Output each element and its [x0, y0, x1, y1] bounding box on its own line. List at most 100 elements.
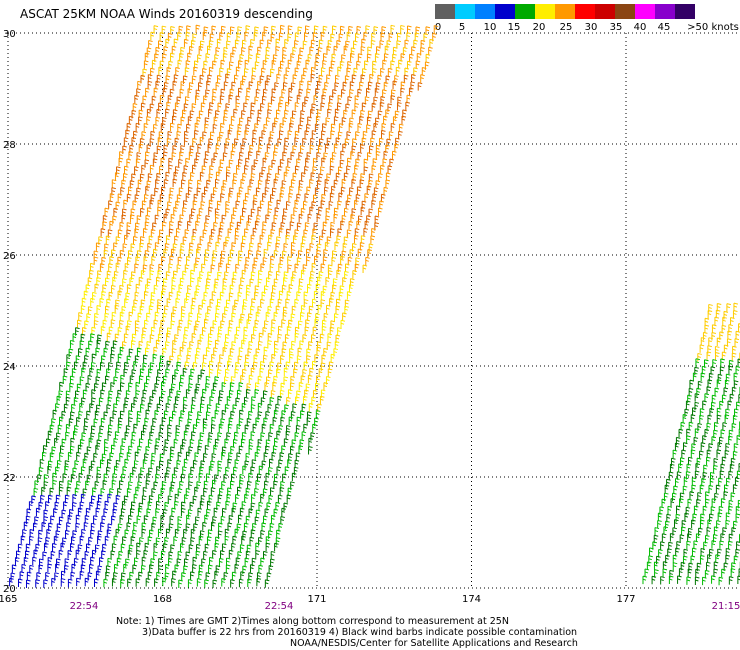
wind-barb: [294, 459, 300, 469]
wind-barb: [228, 94, 234, 103]
wind-barb: [406, 32, 411, 41]
wind-barb: [367, 46, 372, 55]
wind-barb: [114, 304, 120, 314]
wind-barb: [244, 460, 250, 469]
wind-barb: [187, 319, 193, 329]
wind-barb: [181, 179, 186, 188]
wind-barb: [109, 488, 114, 497]
wind-barb: [125, 325, 131, 335]
wind-barb: [150, 31, 155, 41]
wind-barb: [164, 81, 169, 91]
wind-barb: [338, 192, 343, 202]
wind-barb: [677, 575, 682, 584]
wind-barb: [678, 463, 683, 472]
wind-barb: [729, 393, 735, 403]
wind-barb: [264, 508, 270, 517]
wind-barb: [174, 137, 180, 147]
wind-barb: [259, 367, 265, 377]
wind-barb: [169, 515, 175, 524]
wind-barb: [666, 513, 671, 523]
wind-barb: [178, 187, 184, 196]
wind-barb: [303, 423, 308, 433]
wind-barb: [672, 449, 678, 459]
wind-barb: [262, 95, 267, 105]
wind-barb: [185, 551, 191, 560]
wind-barb: [146, 108, 152, 118]
wind-barb: [183, 430, 189, 440]
wind-barb: [193, 263, 199, 272]
wind-barb: [137, 179, 143, 189]
wind-barb: [77, 507, 83, 517]
wind-barb: [221, 446, 227, 455]
wind-barb: [38, 467, 44, 476]
wind-barb: [155, 339, 161, 349]
wind-barb: [288, 87, 294, 97]
wind-barb: [246, 87, 251, 97]
wind-barb: [326, 304, 331, 314]
wind-barb: [281, 348, 287, 357]
wind-barb: [363, 158, 369, 168]
wind-barb: [309, 46, 315, 55]
wind-barb: [716, 379, 722, 388]
wind-barb: [226, 395, 232, 405]
wind-barb: [160, 550, 166, 559]
wind-barb: [78, 312, 83, 321]
wind-barb: [283, 242, 289, 252]
wind-barb: [123, 137, 129, 146]
wind-barb: [715, 484, 721, 494]
wind-barb: [181, 572, 186, 581]
wind-barb: [198, 535, 204, 545]
wind-barb: [36, 572, 41, 581]
wind-barb: [71, 368, 77, 377]
wind-barb: [263, 26, 269, 35]
wind-barb: [244, 31, 249, 41]
wind-barb: [237, 291, 243, 301]
wind-barb: [332, 284, 337, 293]
wind-barb: [289, 353, 294, 363]
wind-barb: [323, 312, 329, 322]
wind-barb: [147, 242, 152, 252]
wind-barb: [107, 557, 113, 567]
wind-barb: [41, 486, 46, 496]
wind-barb: [736, 401, 740, 410]
wind-barb: [203, 487, 208, 497]
wind-barb: [131, 339, 136, 349]
wind-barb: [97, 334, 102, 343]
wind-barb: [375, 180, 381, 189]
wind-barb: [715, 554, 720, 563]
wind-barb: [137, 481, 143, 490]
wind-barb: [421, 67, 427, 76]
wind-barb: [189, 214, 194, 223]
wind-barb: [123, 563, 128, 573]
wind-barb: [686, 463, 692, 473]
wind-barb: [240, 179, 246, 188]
wind-barb: [279, 452, 285, 461]
wind-barb: [306, 248, 311, 258]
wind-barb: [383, 81, 389, 91]
wind-barb: [325, 117, 331, 126]
wind-barb: [344, 263, 350, 272]
wind-barb: [354, 95, 360, 104]
wind-barb: [713, 561, 719, 570]
wind-barb: [695, 568, 700, 578]
wind-barb: [133, 493, 139, 503]
wind-barb: [125, 129, 130, 139]
wind-barb: [82, 458, 88, 468]
wind-barb: [249, 536, 255, 546]
wind-barb: [251, 494, 256, 503]
wind-barb: [726, 477, 731, 487]
wind-barb: [182, 207, 187, 216]
wind-barb: [52, 472, 58, 482]
wind-barb: [252, 129, 258, 139]
wind-barb: [388, 33, 394, 42]
wind-barb: [728, 435, 733, 445]
wind-barb: [77, 444, 83, 454]
wind-barb: [141, 528, 147, 538]
wind-barb: [191, 332, 197, 342]
wind-barb: [363, 227, 369, 237]
wind-barb: [256, 572, 262, 581]
wind-barb: [694, 366, 699, 376]
wind-barb: [67, 550, 73, 559]
wind-barb: [188, 481, 193, 490]
